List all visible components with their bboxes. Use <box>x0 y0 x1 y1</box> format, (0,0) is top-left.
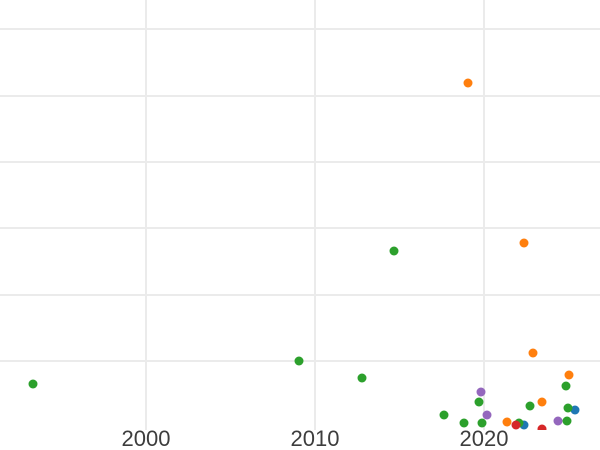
data-point-green <box>294 356 304 366</box>
data-point-blue <box>570 405 579 415</box>
data-point-orange <box>537 397 547 406</box>
x-gridline <box>145 0 147 430</box>
data-point-orange <box>463 78 472 88</box>
y-gridline <box>0 227 600 229</box>
data-point-green <box>357 373 367 383</box>
data-point-red <box>537 424 546 430</box>
data-point-green <box>477 418 487 427</box>
y-gridline <box>0 28 600 30</box>
plot-area <box>0 0 600 430</box>
x-tick-label: 2000 <box>121 426 171 450</box>
data-point-green <box>525 401 534 410</box>
data-point-blue <box>519 420 528 429</box>
x-axis: 2000 2010 2020 <box>0 427 600 450</box>
x-gridline <box>483 0 485 430</box>
x-tick-label: 2020 <box>459 426 509 450</box>
data-point-green <box>561 381 571 391</box>
y-gridline <box>0 293 600 296</box>
data-point-green <box>562 416 572 426</box>
data-point-orange <box>528 348 538 358</box>
data-point-orange <box>519 238 529 248</box>
data-point-orange <box>564 370 573 380</box>
data-point-green <box>389 246 399 255</box>
x-tick-label: 2010 <box>290 426 340 450</box>
data-point-green <box>563 403 573 413</box>
data-point-purple <box>482 410 492 420</box>
data-point-red <box>511 420 520 429</box>
data-point-green <box>28 379 38 389</box>
data-point-green <box>459 418 469 427</box>
y-gridline <box>0 161 600 163</box>
x-gridline <box>314 0 316 430</box>
data-point-purple <box>553 416 563 425</box>
data-point-green <box>439 410 449 420</box>
y-gridline <box>0 94 600 97</box>
data-point-green <box>474 397 483 407</box>
data-point-purple <box>476 387 485 396</box>
data-point-orange <box>502 417 512 427</box>
